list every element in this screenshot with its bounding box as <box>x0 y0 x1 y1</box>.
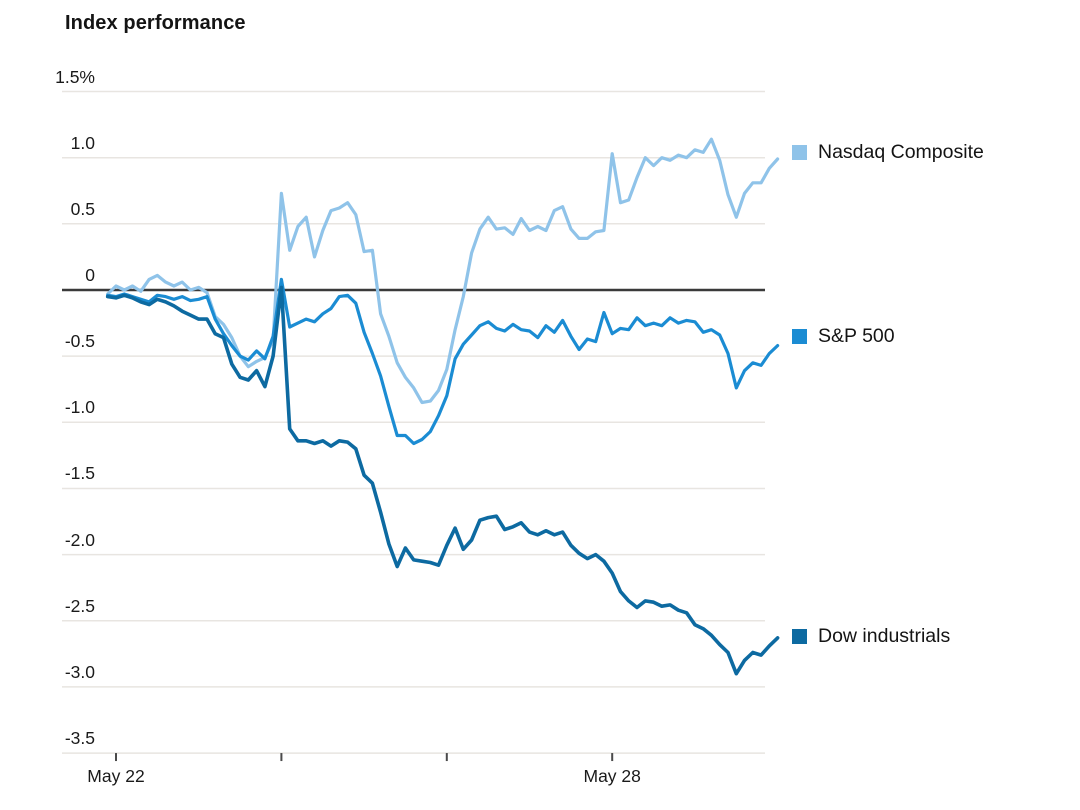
y-axis-label: -2.0 <box>64 529 95 550</box>
x-axis-label: May 22 <box>87 766 145 786</box>
chart-title: Index performance <box>65 12 246 34</box>
legend-swatch-icon <box>792 628 807 644</box>
legend-label: Nasdaq Composite <box>818 140 984 163</box>
legend-swatch-icon <box>792 144 807 160</box>
dow-line <box>105 285 780 676</box>
legend-swatch-icon <box>792 328 807 344</box>
legend-label: Dow industrials <box>818 624 951 647</box>
y-axis-label: 1.0 <box>70 132 95 153</box>
y-axis-label: 1.5% <box>55 66 95 87</box>
legend-item-sp500: S&P 500 <box>792 324 895 348</box>
y-axis-label: 0 <box>85 265 95 285</box>
y-axis-label: -1.5 <box>64 463 95 484</box>
y-axis-label: -3.5 <box>64 728 95 749</box>
y-axis-label: -1.0 <box>64 397 95 418</box>
sp500-line <box>106 277 780 446</box>
y-axis-label: -2.5 <box>64 595 95 616</box>
nasdaq-line <box>106 137 780 405</box>
y-axis-label: 0.5 <box>70 198 95 219</box>
legend-item-nasdaq: Nasdaq Composite <box>792 140 984 164</box>
x-axis-label: May 28 <box>583 766 641 786</box>
legend-item-dow: Dow industrials <box>792 624 950 648</box>
y-axis-label: -3.0 <box>64 661 95 682</box>
y-axis-label: -0.5 <box>64 331 95 352</box>
legend-label: S&P 500 <box>818 324 895 347</box>
